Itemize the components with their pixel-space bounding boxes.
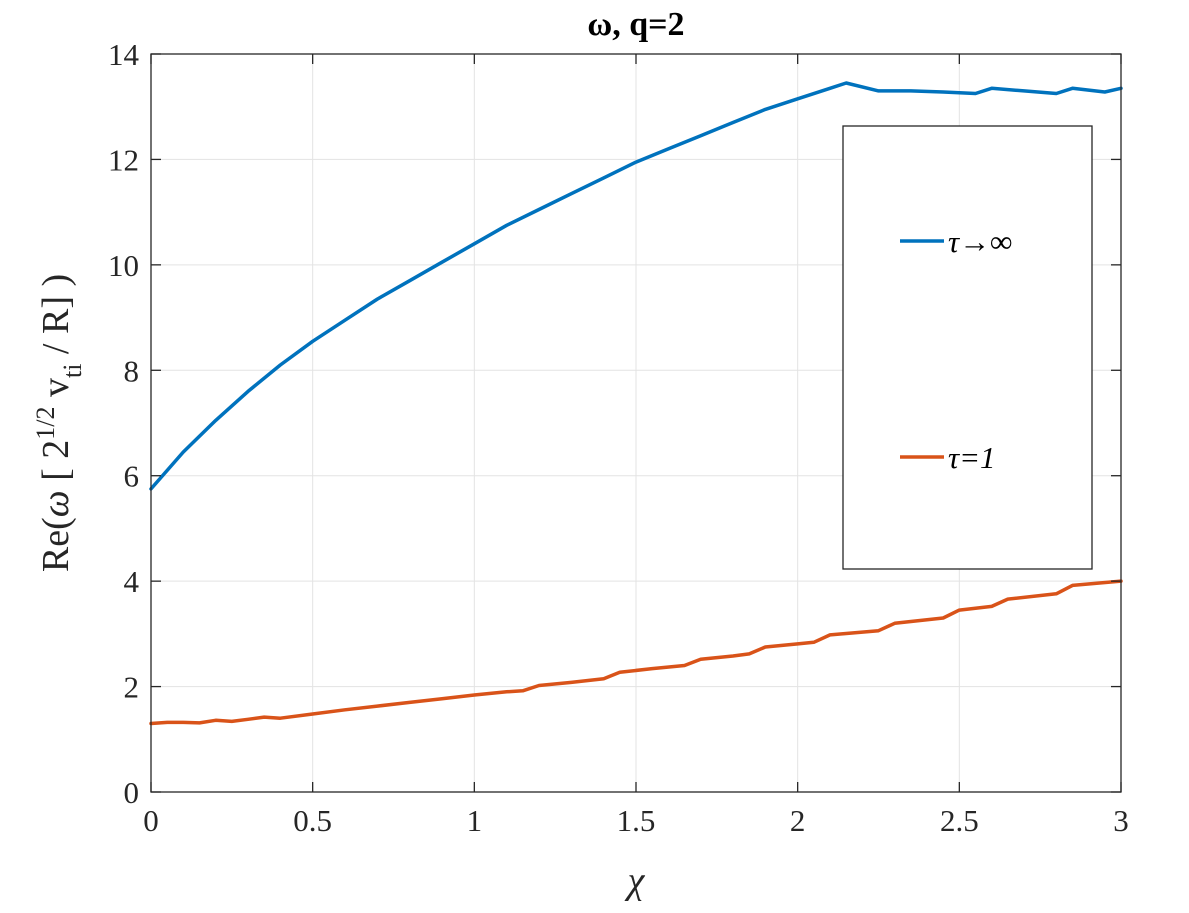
x-tick-label: 0: [143, 803, 159, 838]
series-line-tau-1: [149, 579, 1123, 726]
y-tick-label: 0: [124, 775, 140, 810]
x-axis-label: χ: [624, 860, 646, 902]
x-tick-label: 2.5: [940, 803, 979, 838]
x-tick-label: 3: [1113, 803, 1129, 838]
x-tick-label: 0.5: [293, 803, 332, 838]
y-tick-label: 4: [124, 564, 140, 599]
y-tick-label: 2: [124, 670, 140, 705]
y-tick-label: 14: [108, 37, 140, 72]
x-tick-label: 2: [790, 803, 806, 838]
series-line-tau-infinity: [149, 81, 1123, 491]
chart-title: ω, q=2: [587, 6, 684, 43]
y-axis-label-text: Re(ω [ 21/2 vti / R] ): [31, 274, 87, 572]
x-tick-label: 1.5: [617, 803, 656, 838]
ticks: [150, 53, 1122, 793]
y-label-v: v: [35, 378, 77, 407]
chart-title-text: ω, q=2: [587, 6, 684, 43]
y-label-prefix: Re(: [35, 517, 77, 572]
legend-label-tau-1: τ=1: [948, 440, 996, 475]
legend-label-tau-infinity: τ→∞: [948, 224, 1012, 259]
legend-box: [842, 125, 1093, 570]
y-label-bracket: [ 2: [35, 440, 77, 491]
series-layer: [149, 81, 1123, 726]
y-tick-label: 6: [124, 459, 140, 494]
legend: τ→∞ τ=1: [842, 125, 1093, 570]
tick-labels: 0 0.5 1 1.5 2 2.5 3 0 2 4 6 8 10 12 14: [108, 37, 1129, 838]
y-label-sup: 1/2: [31, 407, 60, 440]
y-axis-label: Re(ω [ 21/2 vti / R] ): [31, 274, 87, 572]
x-tick-label: 1: [467, 803, 483, 838]
y-tick-label: 8: [124, 353, 140, 388]
y-label-sub: ti: [58, 364, 87, 378]
y-tick-label: 12: [108, 142, 139, 177]
y-label-suffix: / R] ): [35, 274, 77, 364]
y-label-omega: ω: [35, 490, 77, 517]
y-tick-label: 10: [108, 248, 139, 283]
